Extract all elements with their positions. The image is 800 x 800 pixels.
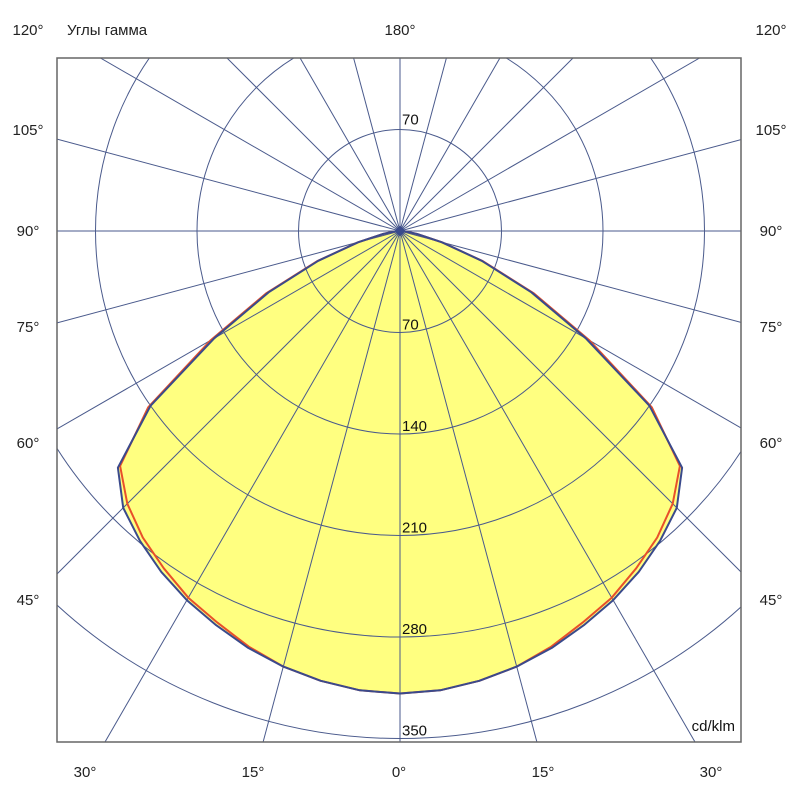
angle-label-left: 120° [12, 22, 43, 39]
grid-radial-line [57, 230, 401, 324]
angle-label-bottom: 30° [74, 764, 97, 781]
grid-radial-line [399, 230, 538, 742]
angle-label-left: 75° [17, 319, 40, 336]
chart-title: Углы гамма [67, 22, 148, 39]
angle-label-right: 45° [760, 592, 783, 609]
center-marker [394, 225, 406, 237]
radial-tick-label-210: 210 [402, 520, 427, 537]
grid-radial-line [57, 138, 401, 232]
grid-radial-line [100, 58, 401, 232]
radial-tick-label-350: 350 [402, 723, 427, 740]
angle-label-bottom: 30° [700, 764, 723, 781]
angle-label-left: 60° [17, 435, 40, 452]
grid-radial-line [399, 230, 741, 323]
angle-label-left: 105° [12, 122, 43, 139]
radial-tick-label-140: 140 [402, 418, 427, 435]
grid-radial-line [399, 139, 741, 232]
grid-radial-line [104, 230, 401, 742]
radial-tick-label-70: 70 [402, 317, 419, 334]
angle-label-right: 60° [760, 435, 783, 452]
angle-label-right: 90° [760, 223, 783, 240]
angle-label-top: 180° [384, 22, 415, 39]
grid-radial-line [399, 58, 501, 232]
radial-tick-label-280: 280 [402, 621, 427, 638]
grid-radial-line [399, 58, 574, 232]
grid-radial-line [399, 230, 696, 742]
unit-label: cd/klm [692, 718, 735, 735]
grid-radial-line [226, 58, 401, 232]
angle-label-right: 105° [755, 122, 786, 139]
intensity-curve-c0-c180 [116, 230, 684, 695]
grid-radial-line [262, 230, 401, 742]
grid-radial-line [299, 58, 401, 232]
upper-radial-tick-label-70: 70 [402, 112, 419, 129]
plot-frame [56, 57, 742, 743]
grid-radial-line [399, 58, 447, 232]
grid-radial-line [399, 230, 741, 573]
angle-label-left: 45° [17, 592, 40, 609]
angle-label-left: 90° [17, 223, 40, 240]
angle-label-right: 120° [755, 22, 786, 39]
grid-radial-line [399, 230, 741, 429]
angle-label-bottom: 0° [392, 764, 406, 781]
angle-label-bottom: 15° [532, 764, 555, 781]
grid-radial-line [399, 58, 700, 232]
grid-radial-line [57, 230, 401, 575]
angle-label-bottom: 15° [242, 764, 265, 781]
grid-radial-line [57, 230, 401, 430]
grid-radial-line [353, 58, 401, 232]
angle-label-right: 75° [760, 319, 783, 336]
